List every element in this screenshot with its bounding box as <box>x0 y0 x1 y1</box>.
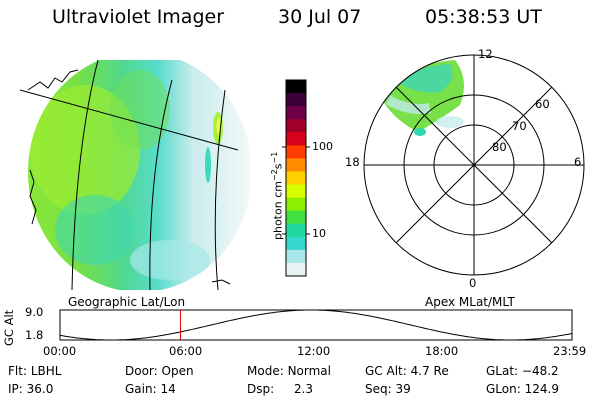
status-ip: IP: 36.0 <box>8 382 54 396</box>
colorbar-segment <box>286 132 306 146</box>
colorbar-segment <box>286 106 306 120</box>
colorbar-segment <box>286 184 306 199</box>
colorbar-segment <box>286 236 306 251</box>
colorbar-segment <box>286 93 306 107</box>
timeline-tick-1200: 12:00 <box>297 344 331 358</box>
geographic-grid <box>19 59 239 291</box>
date-label: 30 Jul 07 <box>278 6 362 28</box>
mlt-label-12: 12 <box>478 47 493 61</box>
polar-grid <box>363 54 585 276</box>
polar-panel-label: Apex MLat/MLT <box>425 295 515 309</box>
coastline <box>27 69 79 91</box>
altitude-curve <box>59 309 573 341</box>
status-glat: GLat: −48.2 <box>486 364 559 378</box>
timeline-frame <box>59 309 573 341</box>
colorbar-segment <box>286 145 306 159</box>
mlt-label-18: 18 <box>345 155 360 169</box>
timeline-tick-0000: 00:00 <box>43 344 77 358</box>
status-gain: Gain: 14 <box>125 382 176 396</box>
colorbar-tick-100: 100 <box>312 140 333 153</box>
timeline-tick-1800: 18:00 <box>425 344 459 358</box>
timeline-axis-label: GC Alt <box>2 309 16 346</box>
mlat-label-80: 80 <box>492 140 507 154</box>
time-label: 05:38:53 UT <box>425 6 542 28</box>
colorbar-segment <box>286 158 306 172</box>
status-seq: Seq: 39 <box>365 382 411 396</box>
status-filter: Flt: LBHL <box>8 364 62 378</box>
mlt-label-6: 6 <box>574 155 582 169</box>
status-mode: Mode: Normal <box>247 364 331 378</box>
colorbar-segment <box>286 171 306 186</box>
colorbar-segment <box>286 119 306 133</box>
colorbar-segment <box>286 80 306 94</box>
timeline-tick-0600: 06:00 <box>169 344 203 358</box>
timeline-ymax: 9.0 <box>25 305 44 319</box>
instrument-title: Ultraviolet Imager <box>52 6 225 28</box>
status-gc-alt: GC Alt: 4.7 Re <box>365 364 449 378</box>
colorbar-segment <box>286 262 306 277</box>
colorbar-segment <box>286 197 306 212</box>
mlt-label-0: 0 <box>469 276 477 290</box>
colorbar-segment <box>286 210 306 225</box>
mlat-label-60: 60 <box>535 97 550 111</box>
mlat-label-70: 70 <box>512 119 527 133</box>
colorbar-tick-10: 10 <box>312 227 326 240</box>
colorbar-segment <box>286 249 306 264</box>
status-glon: GLon: 124.9 <box>486 382 559 396</box>
geographic-panel-label: Geographic Lat/Lon <box>68 295 186 309</box>
colorbar-segment <box>286 223 306 238</box>
timeline-tick-2359: 23:59 <box>553 344 587 358</box>
timeline-ymin: 1.8 <box>25 328 44 342</box>
status-dsp: Dsp: 2.3 <box>247 382 314 396</box>
status-door: Door: Open <box>125 364 194 378</box>
